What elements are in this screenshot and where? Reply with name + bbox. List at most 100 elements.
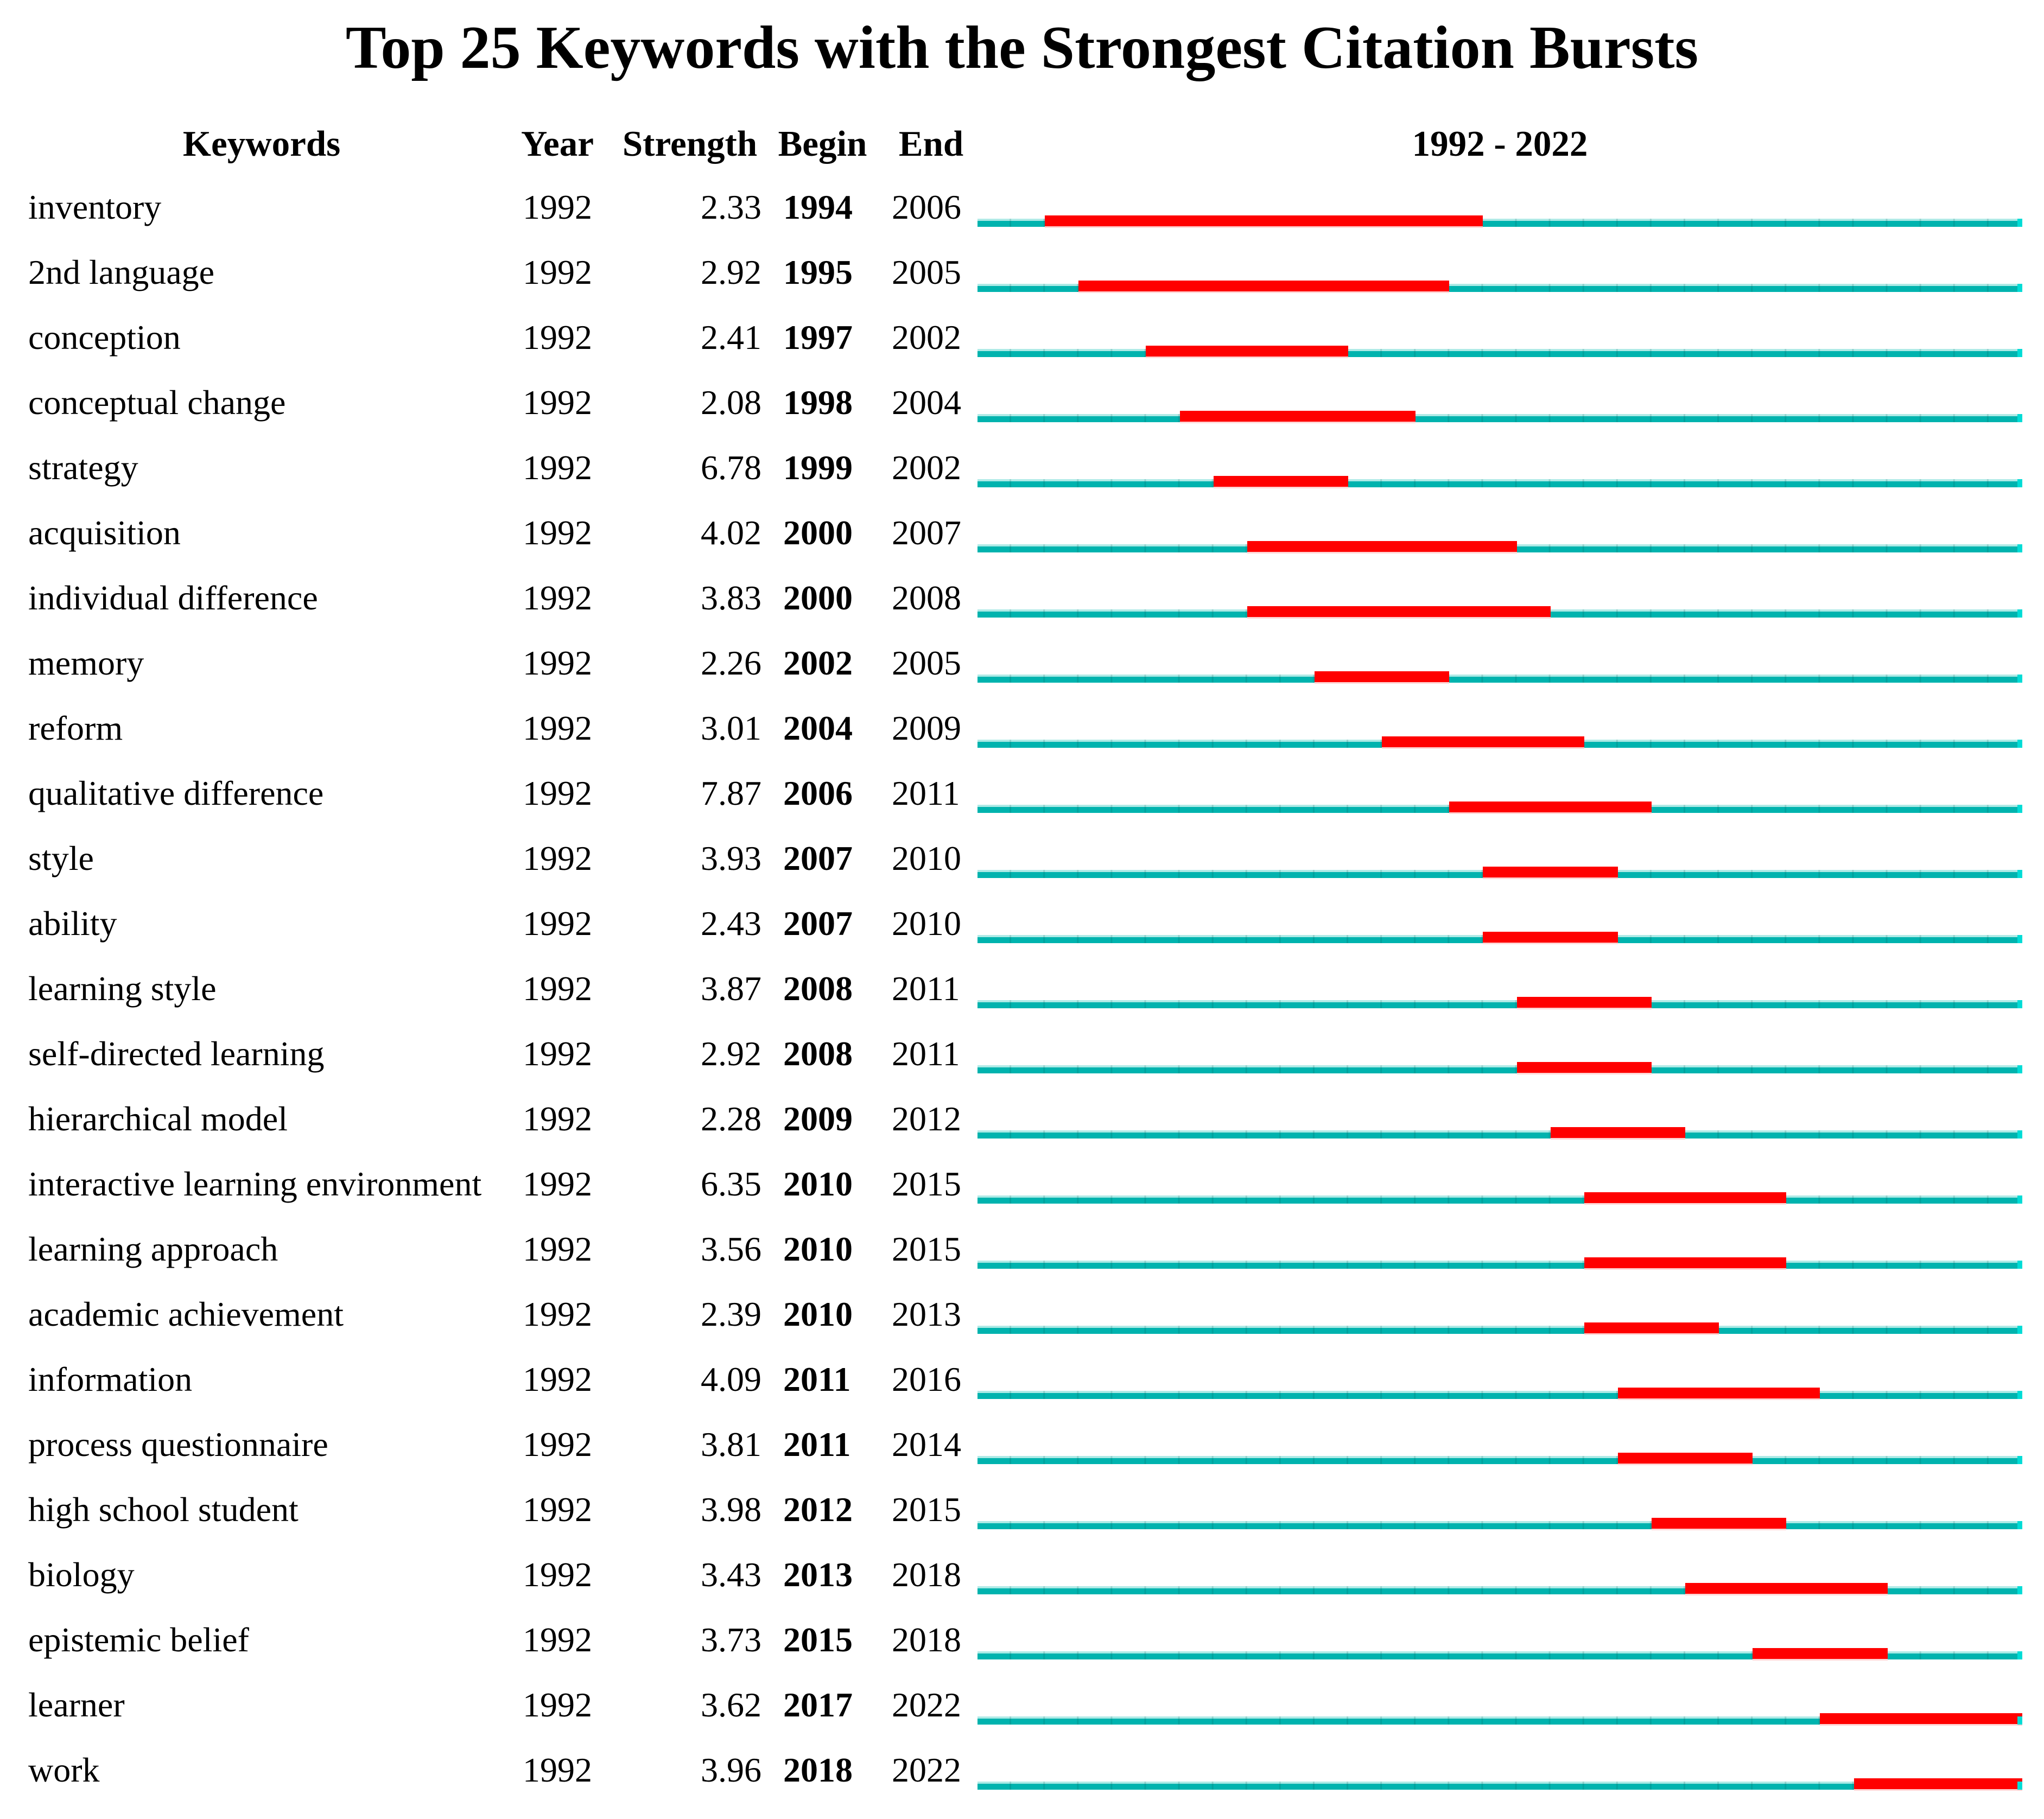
keyword-label: work [28,1751,100,1789]
keyword-label: style [28,839,94,877]
end-year-value: 2015 [892,1165,961,1203]
year-value: 1992 [523,1490,592,1529]
keyword-row: high school student 1992 3.98 2012 2015 [0,1477,2044,1542]
strength-value: 6.35 [701,1165,761,1203]
strength-value: 3.96 [701,1751,761,1789]
strength-value: 3.62 [701,1686,761,1724]
keyword-label: conception [28,318,181,357]
keyword-label: qualitative difference [28,774,324,812]
strength-value: 2.28 [701,1099,761,1138]
timeline-track [977,1322,2022,1335]
keyword-label: epistemic belief [28,1620,249,1659]
timeline-track [977,1192,2022,1205]
end-year-value: 2008 [892,578,961,617]
begin-year-value: 1995 [783,253,853,291]
column-headers: Keywords Year Strength Begin End 1992 - … [0,122,2044,166]
begin-year-value: 2011 [783,1360,851,1398]
strength-value: 3.83 [701,578,761,617]
timeline-track [977,1713,2022,1726]
year-value: 1992 [523,644,592,682]
year-value: 1992 [523,839,592,877]
burst-segment [1483,932,1618,944]
timeline-track [977,346,2022,358]
burst-segment [1584,1322,1719,1335]
keyword-row: strategy 1992 6.78 1999 2002 [0,435,2044,500]
timeline-track [977,476,2022,488]
year-value: 1992 [523,709,592,747]
strength-value: 3.98 [701,1490,761,1529]
end-year-value: 2012 [892,1099,961,1138]
keyword-row: qualitative difference 1992 7.87 2006 20… [0,761,2044,826]
keyword-row: self-directed learning 1992 2.92 2008 20… [0,1021,2044,1086]
begin-year-value: 2015 [783,1620,853,1659]
burst-segment [1617,1453,1753,1465]
year-value: 1992 [523,1230,592,1268]
end-year-value: 2007 [892,513,961,552]
keyword-row: memory 1992 2.26 2002 2005 [0,631,2044,696]
timeline-track [977,1648,2022,1661]
timeline-track [977,215,2022,228]
end-year-value: 2002 [892,318,961,357]
keyword-row: conception 1992 2.41 1997 2002 [0,305,2044,370]
strength-value: 3.93 [701,839,761,877]
year-value: 1992 [523,1360,592,1398]
begin-year-value: 2011 [783,1425,851,1464]
year-value: 1992 [523,383,592,422]
year-value: 1992 [523,1555,592,1594]
end-year-value: 2006 [892,188,961,226]
keyword-label: process questionnaire [28,1425,328,1464]
begin-year-value: 2013 [783,1555,853,1594]
column-header-timeline-range: 1992 - 2022 [1412,123,1588,164]
keyword-row: work 1992 3.96 2018 2022 [0,1738,2044,1803]
keyword-label: inventory [28,188,162,226]
year-value: 1992 [523,1620,592,1659]
timeline-track [977,802,2022,814]
strength-value: 2.26 [701,644,761,682]
strength-value: 2.33 [701,188,761,226]
keyword-label: conceptual change [28,383,286,422]
keyword-row: 2nd language 1992 2.92 1995 2005 [0,240,2044,305]
keyword-label: learning style [28,969,217,1008]
begin-year-value: 2002 [783,644,853,682]
timeline-track [977,411,2022,423]
chart-title: Top 25 Keywords with the Strongest Citat… [345,14,1699,81]
column-header-end: End [898,123,964,164]
strength-value: 3.01 [701,709,761,747]
timeline-track [977,1388,2022,1400]
begin-year-value: 2000 [783,578,853,617]
year-value: 1992 [523,1425,592,1464]
burst-segment [1550,1127,1686,1140]
end-year-value: 2010 [892,839,961,877]
keyword-label: strategy [28,448,138,487]
begin-year-value: 2010 [783,1230,853,1268]
burst-segment [1179,411,1416,423]
begin-year-value: 2008 [783,969,853,1008]
timeline-track [977,1062,2022,1074]
end-year-value: 2018 [892,1620,961,1659]
begin-year-value: 2007 [783,839,853,877]
strength-value: 6.78 [701,448,761,487]
keyword-row: learning approach 1992 3.56 2010 2015 [0,1217,2044,1282]
strength-value: 3.43 [701,1555,761,1594]
end-year-value: 2015 [892,1230,961,1268]
burst-segment [1651,1518,1787,1530]
year-value: 1992 [523,1165,592,1203]
keyword-row: process questionnaire 1992 3.81 2011 201… [0,1412,2044,1477]
year-value: 1992 [523,1034,592,1073]
end-year-value: 2018 [892,1555,961,1594]
year-value: 1992 [523,513,592,552]
end-year-value: 2004 [892,383,961,422]
strength-value: 2.39 [701,1295,761,1333]
end-year-value: 2005 [892,644,961,682]
burst-segment [1483,867,1618,879]
strength-value: 3.81 [701,1425,761,1464]
timeline-track [977,281,2022,293]
keyword-label: hierarchical model [28,1099,288,1138]
keyword-row: inventory 1992 2.33 1994 2006 [0,175,2044,240]
keyword-row: acquisition 1992 4.02 2000 2007 [0,500,2044,565]
burst-segment [1213,476,1349,488]
keyword-label: memory [28,644,144,682]
keyword-row: information 1992 4.09 2011 2016 [0,1347,2044,1412]
year-value: 1992 [523,774,592,812]
